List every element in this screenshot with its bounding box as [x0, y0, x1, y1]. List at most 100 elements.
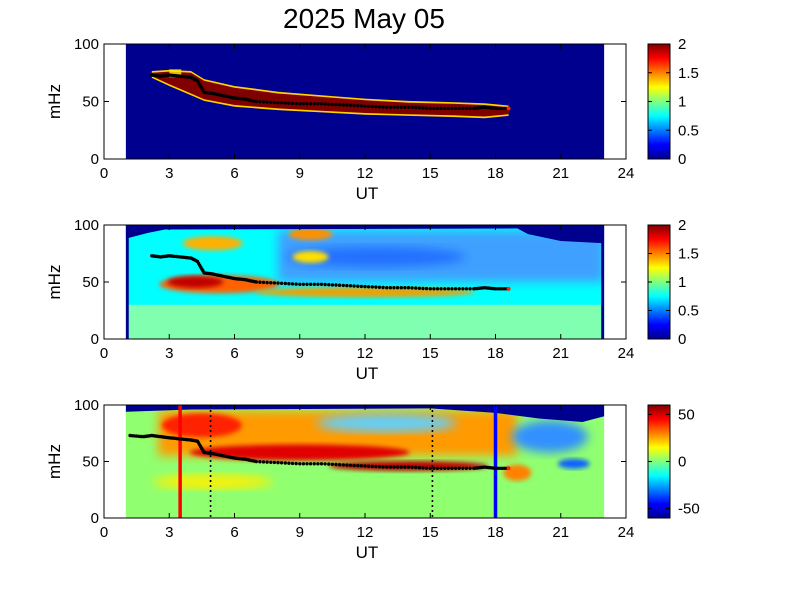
trace-point: [450, 106, 454, 111]
trace-point: [272, 460, 277, 465]
y-axis-label: mHz: [45, 265, 64, 300]
trace-point: [421, 466, 425, 470]
trace-point: [366, 464, 371, 468]
trace-point: [334, 462, 338, 467]
trace-point: [424, 286, 429, 291]
trace-point: [450, 287, 454, 291]
y-axis-label: mHz: [45, 84, 64, 119]
x-tick-label: 24: [618, 345, 635, 362]
trace-point: [276, 281, 280, 285]
no-data-left: [104, 225, 126, 339]
y-tick-label: 100: [74, 217, 99, 234]
blue-region: [285, 246, 466, 267]
trace-point: [265, 280, 269, 285]
trace-point: [457, 287, 461, 291]
trace-point: [363, 104, 367, 108]
strong-positive: [161, 413, 242, 438]
y-tick-label: 50: [82, 94, 99, 111]
strong-positive: [189, 444, 410, 461]
y-tick-label: 50: [82, 274, 99, 291]
colorbar-tick-label: 50: [678, 406, 695, 423]
trace-point: [435, 106, 440, 111]
trace-point: [254, 280, 258, 284]
x-tick-label: 3: [165, 345, 173, 362]
trace-point: [428, 287, 432, 291]
x-tick-label: 15: [422, 345, 439, 362]
x-tick-label: 0: [100, 165, 108, 182]
trace-point: [352, 284, 356, 288]
trace-point: [298, 462, 302, 466]
y-tick-label: 50: [82, 454, 99, 471]
x-tick-label: 6: [230, 345, 238, 362]
trace-point: [506, 106, 511, 111]
x-tick-label: 21: [552, 345, 569, 362]
trace-point: [312, 462, 316, 466]
trace-point: [327, 102, 331, 106]
trace: [150, 73, 511, 111]
trace-point: [363, 464, 367, 468]
trace-point: [395, 105, 400, 110]
y-tick-label: 100: [74, 397, 99, 414]
trace-point: [305, 282, 309, 286]
trace-point: [269, 281, 273, 285]
trace-point: [356, 284, 360, 288]
trace-point: [464, 466, 469, 470]
trace-point: [446, 106, 451, 111]
x-tick-label: 15: [422, 165, 439, 182]
panel-top: 0 3 6 9 12 15 18 21 24 0 50 100 UT mHz 0 0.5 1 1.5 2: [45, 36, 699, 203]
trace-point: [410, 465, 414, 469]
trace-point: [435, 287, 440, 291]
trace-point: [399, 286, 403, 290]
trace-point: [399, 105, 403, 110]
trace-point: [366, 104, 371, 109]
trace-point: [308, 282, 313, 286]
trace-point: [283, 281, 287, 286]
x-tick-label: 18: [487, 345, 504, 362]
x-tick-label: 18: [487, 524, 504, 541]
positive-patch: [152, 474, 273, 489]
trace-point: [414, 286, 418, 290]
trace-point: [330, 283, 335, 287]
trace-point: [395, 465, 400, 469]
data-edge: [601, 225, 605, 339]
trace-point: [439, 287, 443, 291]
x-axis-label: UT: [356, 364, 379, 383]
trace-point: [406, 465, 411, 469]
masked-top: [125, 405, 605, 422]
trace-point: [323, 282, 327, 287]
trace-point: [421, 286, 425, 291]
trace-point: [461, 466, 465, 470]
trace-point: [410, 105, 414, 110]
trace-point: [417, 286, 422, 290]
warm-patch: [288, 228, 333, 241]
band-high-power: [151, 71, 509, 117]
trace-point: [468, 287, 472, 291]
trace: [128, 433, 511, 471]
x-tick-label: 0: [100, 524, 108, 541]
trace-point: [468, 106, 472, 111]
x-tick-label: 21: [552, 165, 569, 182]
trace-point: [406, 286, 411, 290]
trace-point: [432, 466, 436, 470]
trace-point: [388, 105, 393, 110]
trace-point: [359, 284, 364, 289]
low-freq-region: [125, 304, 605, 339]
trace-point: [417, 106, 422, 110]
no-data-left: [104, 44, 126, 159]
trace-point: [327, 462, 331, 466]
trace-point: [359, 104, 364, 108]
trace-point: [294, 282, 298, 286]
trace-point: [283, 101, 287, 105]
x-tick-label: 21: [552, 524, 569, 541]
trace-point: [424, 466, 429, 470]
trace-point: [316, 102, 320, 106]
trace-point: [424, 106, 429, 110]
data-edge: [125, 225, 129, 339]
no-data-right: [604, 44, 626, 159]
trace-point: [352, 103, 356, 108]
trace-point: [468, 466, 472, 470]
trace-point: [443, 106, 447, 111]
trace-point: [269, 100, 273, 105]
trace-point: [453, 106, 458, 111]
x-tick-label: 9: [296, 524, 304, 541]
